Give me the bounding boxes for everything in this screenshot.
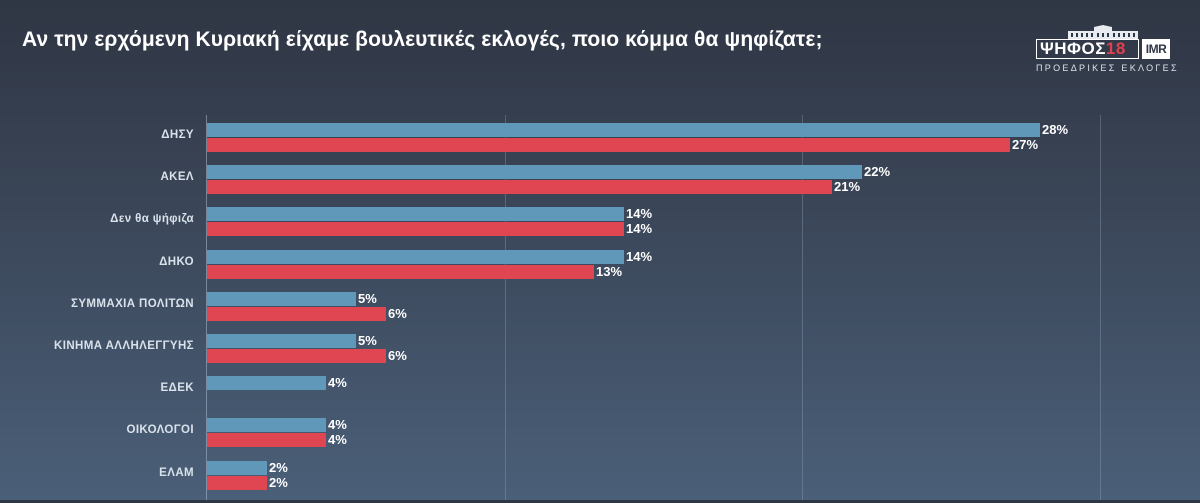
value-label: 2%	[269, 460, 288, 475]
brand-text: ΨΗΦΟΣ	[1040, 39, 1106, 58]
category-label: Δεν θα ψήφιζα	[110, 213, 194, 225]
value-label: 14%	[626, 249, 653, 264]
imr-badge: IMR	[1142, 39, 1170, 59]
bar-series2	[207, 265, 594, 279]
bar-group: ΚΙΝΗΜΑ ΑΛΛΗΛΕΓΓΥΗΣ 5% 6%	[0, 334, 1200, 376]
bar-group: ΟΙΚΟΛΟΓΟΙ 4% 4%	[0, 418, 1200, 460]
value-label: 27%	[1012, 137, 1039, 152]
brand-number: 18	[1105, 39, 1126, 58]
value-label: 22%	[864, 164, 891, 179]
bar-series2	[207, 476, 267, 490]
chart-title: Αν την ερχόμενη Κυριακή είχαμε βουλευτικ…	[22, 28, 823, 51]
bar-group: Δεν θα ψήφιζα 14% 14%	[0, 207, 1200, 249]
value-label: 28%	[1042, 122, 1069, 137]
value-label: 14%	[626, 221, 653, 236]
bar-series1	[207, 334, 356, 348]
bar-group: ΕΔΕΚ 4%	[0, 376, 1200, 418]
logo-subtitle: ΠΡΟΕΔΡΙΚΕΣ ΕΚΛΟΓΕΣ	[1036, 63, 1179, 73]
bar-series2	[207, 138, 1010, 152]
y-axis-line	[206, 115, 207, 500]
gridline-20	[802, 115, 803, 500]
value-label: 21%	[834, 179, 861, 194]
value-label: 4%	[328, 417, 347, 432]
bar-series1	[207, 461, 267, 475]
brand-name: ΨΗΦΟΣ18	[1036, 39, 1139, 59]
value-label: 14%	[626, 206, 653, 221]
category-label: ΣΥΜΜΑΧΙΑ ΠΟΛΙΤΩΝ	[71, 298, 194, 310]
bar-group: ΔΗΣΥ 28% 27%	[0, 123, 1200, 165]
bar-group: ΣΥΜΜΑΧΙΑ ΠΟΛΙΤΩΝ 5% 6%	[0, 292, 1200, 334]
bar-series2	[207, 349, 386, 363]
value-label: 4%	[328, 375, 347, 390]
value-label: 6%	[388, 306, 407, 321]
bar-group: ΔΗΚΟ 14% 13%	[0, 250, 1200, 292]
bar-series1	[207, 165, 862, 179]
bar-series1	[207, 123, 1040, 137]
gridline-30	[1100, 115, 1101, 500]
bar-series2	[207, 222, 624, 236]
parliament-building-icon	[1068, 25, 1138, 39]
value-label: 5%	[358, 291, 377, 306]
category-label: ΔΗΚΟ	[159, 256, 194, 268]
bar-group: ΑΚΕΛ 22% 21%	[0, 165, 1200, 207]
bar-series1	[207, 376, 326, 390]
category-label: ΟΙΚΟΛΟΓΟΙ	[126, 424, 194, 436]
gridline-10	[505, 115, 506, 500]
bar-series2	[207, 307, 386, 321]
psifos18-logo: ΨΗΦΟΣ18 IMR ΠΡΟΕΔΡΙΚΕΣ ΕΚΛΟΓΕΣ	[1028, 25, 1178, 95]
category-label: ΑΚΕΛ	[160, 171, 194, 183]
category-label: ΔΗΣΥ	[161, 129, 194, 141]
category-label: ΚΙΝΗΜΑ ΑΛΛΗΛΕΓΓΥΗΣ	[54, 340, 194, 352]
bar-series1	[207, 292, 356, 306]
bar-series1	[207, 418, 326, 432]
value-label: 6%	[388, 348, 407, 363]
bar-group: ΕΛΑΜ 2% 2%	[0, 461, 1200, 503]
value-label: 4%	[328, 432, 347, 447]
bar-series1	[207, 250, 624, 264]
category-label: ΕΔΕΚ	[160, 382, 194, 394]
category-label: ΕΛΑΜ	[159, 467, 194, 479]
bar-series2	[207, 433, 326, 447]
value-label: 5%	[358, 333, 377, 348]
value-label: 2%	[269, 475, 288, 490]
value-label: 13%	[596, 264, 623, 279]
bar-series1	[207, 207, 624, 221]
bar-series2	[207, 180, 832, 194]
